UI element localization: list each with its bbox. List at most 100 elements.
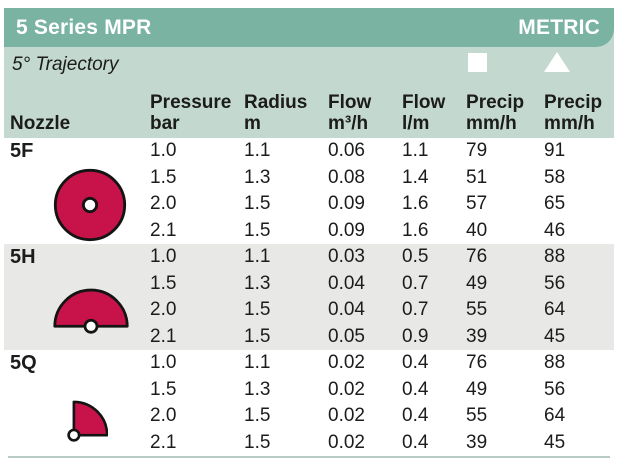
table-cell: 1.1 xyxy=(236,138,320,165)
table-cell: 1.3 xyxy=(236,376,320,403)
table-cell: 1.6 xyxy=(394,217,459,244)
table-cell: 55 xyxy=(458,403,537,430)
table-cell: 56 xyxy=(536,270,615,297)
table-row: 1.5 1.3 0.04 0.7 49 56 xyxy=(4,270,615,297)
table-cell: 2.1 xyxy=(142,217,236,244)
table-cell: 2.1 xyxy=(142,429,236,456)
group-5H: 5H 1.0 1.1 0.03 0.5 76 88 1.5 1.3 xyxy=(4,244,615,350)
full-circle-icon xyxy=(53,168,127,241)
table-cell: 0.4 xyxy=(394,403,459,430)
table-cell: 45 xyxy=(536,323,615,350)
table-cell: 46 xyxy=(536,217,615,244)
group-5Q: 5Q 1.0 1.1 0.02 0.4 76 88 1.5 1.3 xyxy=(4,350,615,456)
table-cell: 0.7 xyxy=(394,297,459,324)
table-cell: 1.0 xyxy=(142,244,236,271)
table-row: 1.5 1.3 0.02 0.4 49 56 xyxy=(4,376,615,403)
table-cell: 56 xyxy=(536,376,615,403)
table-cell: 0.4 xyxy=(394,376,459,403)
table-cell: 45 xyxy=(536,429,615,456)
quarter-circle-icon xyxy=(67,400,108,442)
table-cell: 0.09 xyxy=(320,191,394,218)
spec-table-wrap: 5° Trajectory Nozzle xyxy=(4,29,615,458)
table-cell: 0.08 xyxy=(320,164,394,191)
table-cell: 1.0 xyxy=(142,350,236,377)
table-cell: 0.02 xyxy=(320,350,394,377)
table-cell: 0.09 xyxy=(320,217,394,244)
table-cell: 2.0 xyxy=(142,297,236,324)
col-header-radius: Radius m xyxy=(236,81,320,138)
table-cell: 91 xyxy=(536,138,615,165)
table-title: 5 Series MPR xyxy=(16,15,152,39)
table-cell: 1.4 xyxy=(394,164,459,191)
nozzle-group-label: 5F xyxy=(10,140,34,162)
nozzle-group-label: 5Q xyxy=(10,352,37,374)
spec-table: 5° Trajectory Nozzle xyxy=(4,29,615,456)
table-cell: 0.03 xyxy=(320,244,394,271)
table-row: 1.5 1.3 0.08 1.4 51 58 xyxy=(4,164,615,191)
col-header-precip-triangle: Precip mm/h xyxy=(536,81,615,138)
table-cell: 49 xyxy=(458,376,537,403)
table-cell: 0.05 xyxy=(320,323,394,350)
table-cell: 88 xyxy=(536,244,615,271)
table-cell: 1.3 xyxy=(236,270,320,297)
table-cell: 64 xyxy=(536,403,615,430)
table-cell: 49 xyxy=(458,270,537,297)
col-header-pressure: Pressure bar xyxy=(142,81,236,138)
group-5F: 5F 1.0 1.1 0.06 1.1 79 91 1.5 1.3 xyxy=(4,138,615,244)
square-icon xyxy=(468,53,488,72)
table-cell: 76 xyxy=(458,350,537,377)
table-row: 2.0 1.5 0.04 0.7 55 64 xyxy=(4,297,615,324)
table-cell: 39 xyxy=(458,429,537,456)
table-cell: 1.5 xyxy=(236,429,320,456)
table-cell: 57 xyxy=(458,191,537,218)
table-cell: 40 xyxy=(458,217,537,244)
table-cell: 51 xyxy=(458,164,537,191)
table-cell: 2.1 xyxy=(142,323,236,350)
table-cell: 1.5 xyxy=(142,376,236,403)
table-cell: 2.0 xyxy=(142,403,236,430)
table-cell: 0.02 xyxy=(320,429,394,456)
table-cell: 0.4 xyxy=(394,429,459,456)
table-cell: 1.3 xyxy=(236,164,320,191)
table-cell: 0.7 xyxy=(394,270,459,297)
table-row: 2.1 1.5 0.09 1.6 40 46 xyxy=(4,217,615,244)
nozzle-group-label: 5H xyxy=(10,246,36,268)
table-cell: 39 xyxy=(458,323,537,350)
table-cell: 1.5 xyxy=(236,217,320,244)
half-circle-icon xyxy=(53,288,129,334)
table-row: 5Q 1.0 1.1 0.02 0.4 76 88 xyxy=(4,350,615,456)
col-header-nozzle: Nozzle xyxy=(4,81,142,138)
col-header-flow-m3h: Flow m³/h xyxy=(320,81,394,138)
table-bottom-rule xyxy=(8,456,610,458)
table-row: 5H 1.0 1.1 0.03 0.5 76 88 xyxy=(4,244,615,350)
table-cell: 0.04 xyxy=(320,270,394,297)
table-cell: 64 xyxy=(536,297,615,324)
table-cell: 1.5 xyxy=(142,270,236,297)
col-header-precip-square: Precip mm/h xyxy=(458,81,537,138)
table-cell: 88 xyxy=(536,350,615,377)
table-row: 2.0 1.5 0.09 1.6 57 65 xyxy=(4,191,615,218)
table-row: 2.1 1.5 0.02 0.4 39 45 xyxy=(4,429,615,456)
table-row: 2.0 1.5 0.02 0.4 55 64 xyxy=(4,403,615,430)
table-cell: 1.5 xyxy=(236,297,320,324)
table-cell: 1.6 xyxy=(394,191,459,218)
col-header-flow-lm: Flow l/m xyxy=(394,81,459,138)
table-cell: 1.5 xyxy=(236,403,320,430)
table-cell: 0.5 xyxy=(394,244,459,271)
triangle-icon xyxy=(544,52,571,72)
table-title-bar: 5 Series MPR METRIC xyxy=(4,8,614,47)
nozzle-cell-5H: 5H xyxy=(4,244,142,350)
table-cell: 0.4 xyxy=(394,350,459,377)
table-cell: 0.9 xyxy=(394,323,459,350)
table-row: 2.1 1.5 0.05 0.9 39 45 xyxy=(4,323,615,350)
column-header-row: Nozzle Pressure bar Radius m Flow m³/h xyxy=(4,81,615,138)
table-cell: 58 xyxy=(536,164,615,191)
table-cell: 1.1 xyxy=(236,244,320,271)
unit-system-label: METRIC xyxy=(518,15,600,39)
table-cell: 1.1 xyxy=(394,138,459,165)
table-cell: 0.06 xyxy=(320,138,394,165)
table-cell: 1.0 xyxy=(142,138,236,165)
table-cell: 65 xyxy=(536,191,615,218)
table-cell: 1.5 xyxy=(236,323,320,350)
